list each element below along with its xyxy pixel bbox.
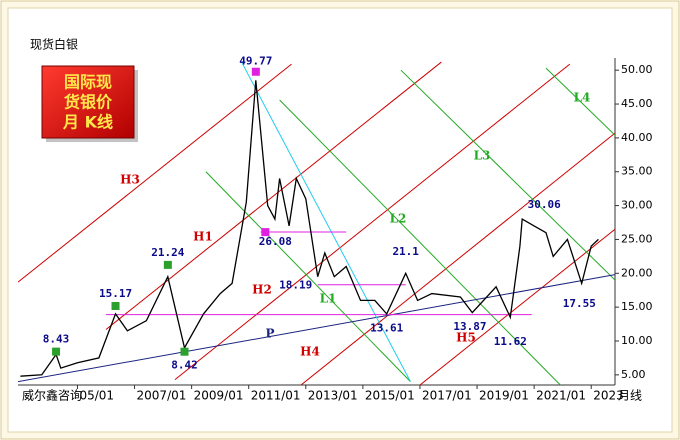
marker: [251, 67, 260, 76]
x-tick-label: 2011/01: [251, 389, 301, 403]
x-tick-label: 2009/01: [194, 389, 244, 403]
trend-label: H1: [193, 230, 213, 244]
x-tick-label: 2021/01: [536, 389, 586, 403]
badge-text: 月 K线: [62, 113, 113, 132]
trend-line: [18, 63, 292, 283]
annotation: 26.08: [259, 235, 292, 248]
annotation: 21.24: [151, 246, 184, 259]
badge-text: 国际现: [64, 73, 112, 92]
y-tick-label: 40.00: [621, 131, 653, 144]
annotation: 15.17: [99, 287, 132, 300]
annotation: 8.42: [171, 359, 198, 372]
chart-title: 现货白银: [30, 37, 78, 52]
trend-line: [279, 99, 561, 385]
y-tick-label: 5.00: [621, 368, 646, 381]
marker: [163, 260, 172, 269]
trend-line: [300, 132, 615, 385]
trend-line: [105, 61, 442, 330]
trend-line: [241, 61, 411, 382]
x-tick-label: 2007/01: [137, 389, 187, 403]
x-tick-label: 2015/01: [365, 389, 415, 403]
y-tick-label: 35.00: [621, 165, 653, 178]
x-tick-label: 2013/01: [308, 389, 358, 403]
marker: [52, 347, 61, 356]
trend-label: L3: [474, 149, 491, 163]
trend-label: P: [265, 327, 274, 341]
annotation: 49.77: [239, 55, 272, 68]
marker: [180, 347, 189, 356]
annotation: 11.62: [494, 335, 527, 348]
y-tick-label: 25.00: [621, 232, 653, 245]
trend-label: L2: [390, 212, 407, 226]
trend-label: H5: [456, 331, 476, 345]
trend-line: [419, 228, 615, 385]
badge: [41, 65, 135, 139]
trend-line: [205, 171, 411, 382]
annotation: 8.43: [43, 333, 70, 346]
annotation: 18.19: [279, 279, 312, 292]
y-tick-label: 30.00: [621, 199, 653, 212]
trend-line: [545, 67, 615, 136]
plot: [18, 61, 615, 385]
trend-label: H4: [300, 345, 320, 359]
annotation: 13.87: [453, 320, 486, 333]
marker: [111, 301, 120, 310]
x-tick-label: 2023: [593, 389, 624, 403]
y-tick-label: 15.00: [621, 300, 653, 313]
trend-line: [18, 274, 615, 383]
annotation: 17.55: [563, 297, 596, 310]
period: 月线: [618, 389, 642, 403]
y-tick-label: 10.00: [621, 334, 653, 347]
annotation: 21.1: [392, 245, 419, 258]
y-tick-label: 50.00: [621, 63, 653, 76]
badge-text: 货银价: [64, 93, 113, 112]
x-tick-label: 2019/01: [479, 389, 529, 403]
trend-label: H3: [120, 173, 140, 187]
marker: [261, 228, 270, 237]
annotation: 30.06: [528, 198, 561, 211]
trend-label: L4: [574, 91, 591, 105]
trend-label: L1: [320, 292, 337, 306]
x-tick-label: 2017/01: [422, 389, 472, 403]
x-tick-label: 05/01: [79, 389, 114, 403]
trend-line: [174, 63, 571, 380]
y-tick-label: 20.00: [621, 266, 653, 279]
y-tick-label: 45.00: [621, 97, 653, 110]
annotation: 13.61: [370, 322, 403, 335]
trend-label: H2: [252, 283, 272, 297]
price-line: [20, 80, 599, 377]
trend-line: [400, 69, 615, 281]
source: 威尔鑫咨询: [22, 388, 82, 403]
